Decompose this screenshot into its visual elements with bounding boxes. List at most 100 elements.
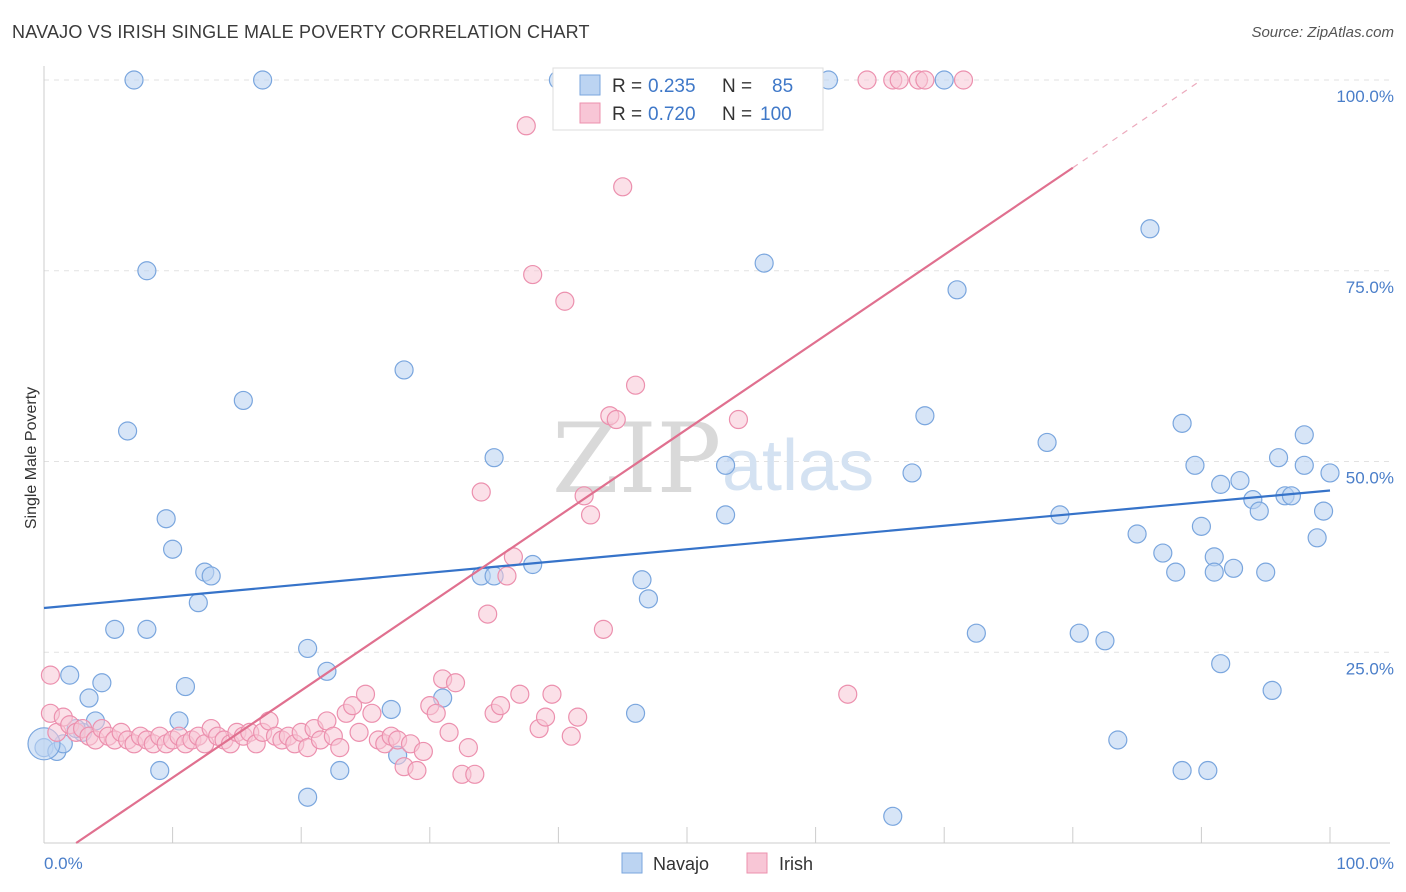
y-tick-label: 50.0% <box>1346 469 1394 488</box>
navajo-point <box>92 673 112 693</box>
navajo-point <box>934 70 954 90</box>
irish-point <box>490 696 511 716</box>
bottom-legend-navajo: Navajo <box>653 854 709 874</box>
navajo-point <box>1166 562 1186 582</box>
irish-point <box>555 291 575 311</box>
navajo-point <box>1313 501 1334 521</box>
irish-point <box>580 505 601 525</box>
irish-point <box>465 764 485 784</box>
irish-point <box>561 726 581 746</box>
navajo-point <box>298 638 318 659</box>
navajo-point <box>1153 543 1173 563</box>
navajo-point <box>1191 516 1212 536</box>
navajo-point <box>915 406 935 426</box>
irish-point <box>838 684 858 704</box>
navajo-point <box>1211 654 1231 674</box>
irish-point <box>568 707 588 727</box>
navajo-point <box>1204 562 1224 582</box>
irish-point <box>593 619 614 639</box>
irish-point <box>510 684 530 704</box>
irish-point <box>889 70 909 90</box>
navajo-point <box>175 676 196 697</box>
navajo-point <box>298 787 318 807</box>
bottom-legend: Navajo Irish <box>621 852 813 874</box>
watermark: ZIP atlas <box>552 403 874 515</box>
legend-swatch-irish <box>579 102 601 124</box>
grid-lines <box>44 79 1390 653</box>
navajo-point <box>105 619 125 639</box>
navajo-point <box>625 703 646 723</box>
irish-point <box>535 707 556 727</box>
navajo-point <box>947 280 967 300</box>
irish-point <box>542 684 562 704</box>
irish-point <box>445 673 466 693</box>
navajo-point <box>1294 425 1314 445</box>
irish-trend-line <box>75 166 1074 844</box>
navajo-point <box>233 390 253 411</box>
y-axis-label: Single Male Poverty <box>23 387 40 529</box>
navajo-point <box>150 760 170 781</box>
watermark-atlas: atlas <box>722 426 874 506</box>
irish-point <box>362 703 382 723</box>
bottom-legend-swatch-navajo <box>621 852 643 874</box>
navajo-point <box>715 455 736 475</box>
navajo-point <box>253 70 273 90</box>
navajo-point <box>1281 486 1302 506</box>
navajo-point <box>1172 413 1192 433</box>
irish-point <box>471 482 491 502</box>
irish-point <box>915 70 935 90</box>
navajo-point <box>883 806 903 826</box>
irish-point <box>516 116 536 136</box>
navajo-point <box>632 570 652 590</box>
navajo-point <box>124 70 144 90</box>
navajo-point <box>1307 528 1327 548</box>
navajo-point <box>1230 470 1250 491</box>
bottom-legend-irish: Irish <box>779 854 813 874</box>
tick-labels: 25.0% 50.0% 75.0% 100.0% 0.0% 100.0% <box>44 87 1394 873</box>
navajo-point <box>1108 730 1128 750</box>
navajo-point <box>117 421 138 441</box>
legend-n-label-irish: N = <box>722 104 752 125</box>
navajo-point <box>638 589 659 609</box>
x-tick-label-min: 0.0% <box>44 854 83 873</box>
navajo-point <box>1140 219 1160 239</box>
navajo-point <box>60 665 80 685</box>
navajo-point <box>1172 760 1192 781</box>
navajo-point <box>1262 680 1282 701</box>
navajo-point <box>1037 432 1057 453</box>
navajo-point <box>1211 474 1231 494</box>
irish-point <box>613 177 633 197</box>
legend-r-value-irish: 0.720 <box>648 104 696 125</box>
navajo-point <box>137 261 157 281</box>
irish-point <box>953 70 974 90</box>
navajo-point <box>1294 455 1314 475</box>
irish-point <box>413 741 433 762</box>
legend-r-label-navajo: R = <box>612 76 642 97</box>
irish-point <box>355 684 376 704</box>
navajo-point <box>1249 501 1269 521</box>
x-tick-label-max: 100.0% <box>1336 854 1394 873</box>
legend: R = 0.235 N = 85 R = 0.720 N = 100 <box>552 67 824 131</box>
navajo-point <box>1127 524 1147 544</box>
irish-trend-line-extension <box>1072 79 1202 169</box>
irish-point <box>458 738 478 758</box>
irish-point <box>349 722 369 742</box>
irish-point <box>478 604 498 624</box>
navajo-point <box>715 505 736 525</box>
irish-point <box>728 409 749 430</box>
irish-point <box>606 409 626 430</box>
irish-point <box>426 703 446 723</box>
navajo-point <box>163 539 183 559</box>
navajo-point <box>1069 623 1089 643</box>
navajo-point <box>484 448 504 468</box>
navajo-point <box>966 623 986 643</box>
bottom-legend-swatch-irish <box>746 852 768 874</box>
navajo-point <box>754 253 774 273</box>
irish-point <box>407 760 427 781</box>
navajo-point <box>201 566 221 586</box>
navajo-point <box>1268 448 1289 468</box>
navajo-point <box>137 619 157 639</box>
irish-point <box>439 722 459 742</box>
irish-point <box>574 486 594 506</box>
